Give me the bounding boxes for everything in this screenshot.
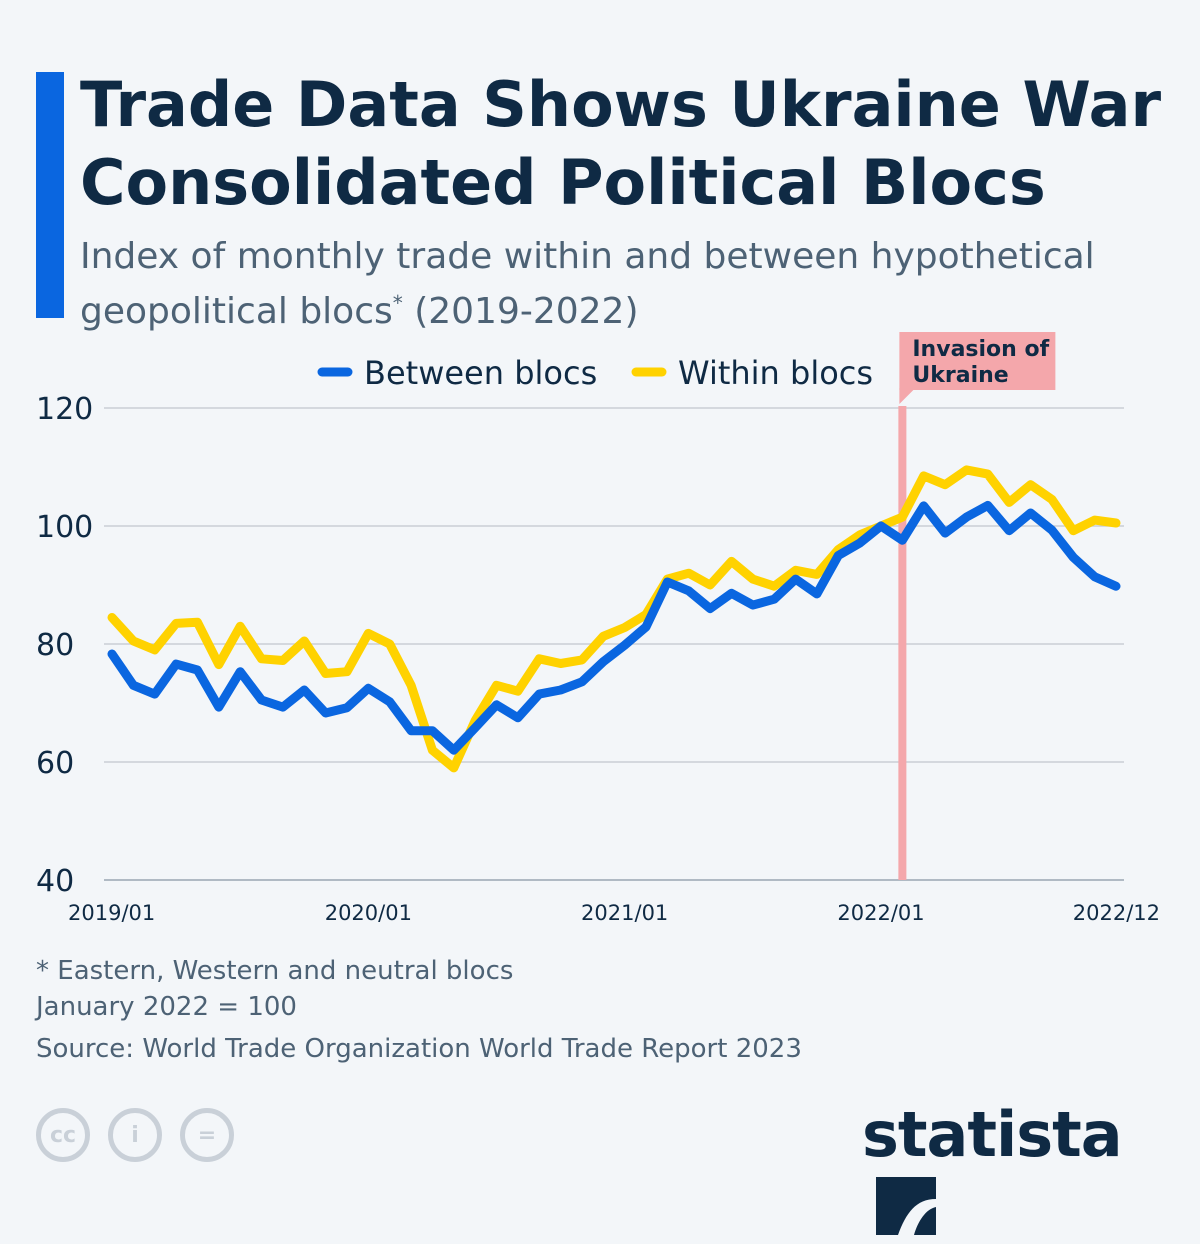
statista-logo-icon xyxy=(876,1177,936,1235)
y-tick-label: 60 xyxy=(36,746,74,781)
chart-title: Trade Data Shows Ukraine War Consolidate… xyxy=(80,66,1161,222)
subtitle-asterisk: * xyxy=(392,291,403,315)
x-tick-label: 2020/01 xyxy=(325,901,412,925)
x-tick-label: 2019/01 xyxy=(68,901,155,925)
series-line-between-blocs xyxy=(107,500,1121,755)
x-tick-label: 2021/01 xyxy=(581,901,668,925)
legend-label: Between blocs xyxy=(364,354,597,392)
attribution-icon[interactable]: i xyxy=(108,1108,162,1162)
logo-text: statista xyxy=(862,1098,1123,1171)
x-tick-label: 2022/12 xyxy=(1073,901,1160,925)
subtitle-years: (2019-2022) xyxy=(402,291,639,332)
statista-logo[interactable]: statista xyxy=(862,1098,1200,1244)
cc-license-icon[interactable]: cc xyxy=(36,1108,90,1162)
base-note: January 2022 = 100 xyxy=(36,992,297,1022)
legend-label: Within blocs xyxy=(678,354,873,392)
annotation-box xyxy=(899,332,1056,390)
title-line-1: Trade Data Shows Ukraine War xyxy=(80,68,1162,141)
accent-bar xyxy=(36,72,64,318)
annotation-label: Ukraine xyxy=(912,363,1008,388)
y-tick-label: 40 xyxy=(36,864,74,899)
title-line-2: Consolidated Political Blocs xyxy=(80,146,1046,219)
subtitle-line-2: geopolitical blocs* (2019-2022) xyxy=(80,280,1095,335)
y-tick-label: 80 xyxy=(36,628,74,663)
source: Source: World Trade Organization World T… xyxy=(36,1034,802,1064)
series-line-within-blocs xyxy=(107,465,1121,773)
no-derivatives-icon[interactable]: = xyxy=(180,1108,234,1162)
chart-subtitle: Index of monthly trade within and betwee… xyxy=(80,234,1095,335)
invasion-marker-line xyxy=(898,406,907,880)
subtitle-text: geopolitical blocs xyxy=(80,291,393,332)
line-chart: 40 60 80 100 120 2019/01 2020/01 2021/01 2022/01… xyxy=(36,332,1160,925)
y-tick-label: 120 xyxy=(36,392,93,427)
x-tick-label: 2022/01 xyxy=(837,901,924,925)
subtitle-line-1: Index of monthly trade within and betwee… xyxy=(80,236,1095,277)
annotation-label: Invasion of xyxy=(912,337,1049,362)
y-tick-label: 100 xyxy=(36,510,93,545)
annotation-pointer xyxy=(899,388,916,404)
footnote: * Eastern, Western and neutral blocs xyxy=(36,956,514,986)
